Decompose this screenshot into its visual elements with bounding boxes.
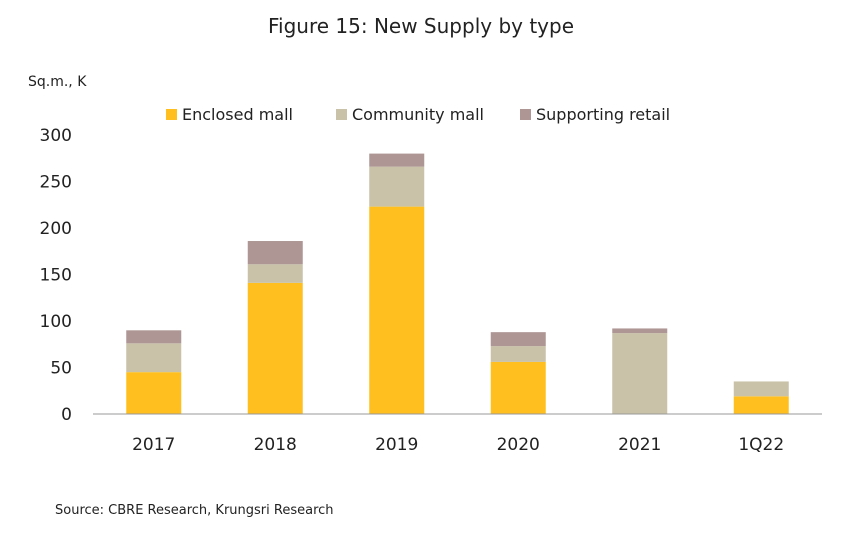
legend-label: Enclosed mall — [182, 105, 293, 124]
bar-segment-community-mall — [490, 346, 546, 362]
x-axis-ticks: 2017 2018 2019 2020 2021 1Q22 — [132, 435, 784, 455]
legend-label: Supporting retail — [536, 105, 670, 124]
x-tick-label: 2017 — [132, 435, 175, 455]
legend: Enclosed mall Community mall Supporting re… — [166, 105, 670, 124]
bar-segment-community-mall — [126, 343, 182, 373]
bar-segment-enclosed-mall — [369, 206, 425, 414]
bar-segment-supporting-retail — [490, 332, 546, 347]
y-tick-label: 100 — [40, 312, 72, 332]
x-tick-label: 1Q22 — [738, 435, 784, 455]
x-tick-label: 2020 — [497, 435, 540, 455]
legend-swatch — [336, 109, 347, 120]
y-tick-label: 50 — [50, 359, 72, 379]
y-axis-unit-label: Sq.m., K — [28, 74, 87, 90]
y-axis-ticks: 0 50 100 150 200 250 300 — [40, 126, 72, 425]
bar-segment-supporting-retail — [126, 330, 182, 344]
y-tick-label: 0 — [61, 405, 72, 425]
chart-title: Figure 15: New Supply by type — [268, 14, 574, 38]
legend-swatch — [166, 109, 177, 120]
source-note: Source: CBRE Research, Krungsri Research — [55, 503, 334, 518]
x-tick-label: 2019 — [375, 435, 418, 455]
bar-segment-supporting-retail — [247, 241, 303, 265]
bar-segment-community-mall — [369, 166, 425, 207]
x-tick-label: 2021 — [618, 435, 661, 455]
bar-segment-enclosed-mall — [247, 282, 303, 414]
bar-segment-enclosed-mall — [126, 372, 182, 414]
bar-segment-supporting-retail — [369, 153, 425, 167]
y-tick-label: 150 — [40, 266, 72, 286]
bars — [126, 153, 789, 414]
y-tick-label: 200 — [40, 219, 72, 239]
y-tick-label: 250 — [40, 173, 72, 193]
y-tick-label: 300 — [40, 126, 72, 146]
bar-segment-enclosed-mall — [733, 396, 789, 414]
legend-label: Community mall — [352, 105, 484, 124]
x-tick-label: 2018 — [254, 435, 297, 455]
legend-swatch — [520, 109, 531, 120]
bar-segment-supporting-retail — [612, 328, 668, 334]
bar-segment-enclosed-mall — [490, 361, 546, 414]
bar-segment-community-mall — [247, 264, 303, 283]
bar-segment-community-mall — [612, 333, 668, 414]
bar-segment-community-mall — [733, 381, 789, 397]
